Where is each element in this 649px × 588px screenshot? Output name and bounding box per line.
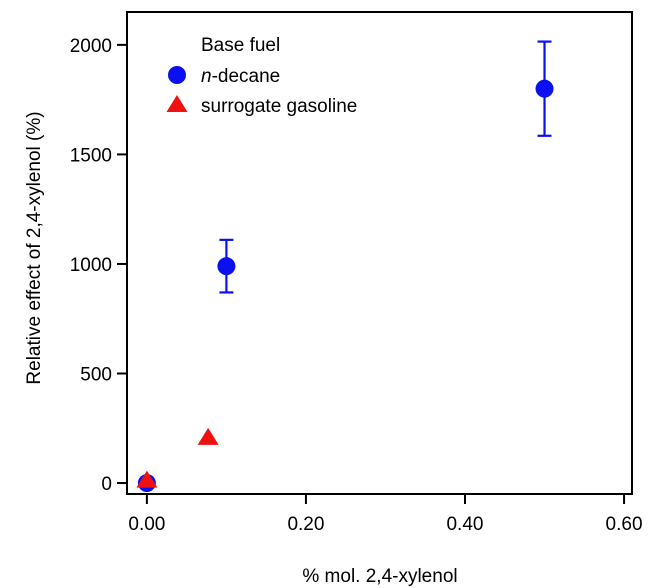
legend-marker-surrogate-gasoline xyxy=(166,95,188,112)
legend: Base fuel n-decane surrogate gasoline xyxy=(166,35,357,117)
x-axis-ticks: 0.00 0.20 0.40 0.60 xyxy=(128,494,643,535)
y-tick-label: 2000 xyxy=(70,36,112,57)
data-point xyxy=(217,257,236,276)
legend-label-n-decane-rest: -decane xyxy=(212,66,281,87)
data-point xyxy=(136,470,158,488)
y-tick-label: 500 xyxy=(80,365,112,386)
x-tick-label: 0.20 xyxy=(287,514,324,535)
x-tick-label: 0.00 xyxy=(128,514,165,535)
legend-title: Base fuel xyxy=(201,35,280,56)
data-point xyxy=(535,79,554,98)
y-axis-ticks: 0 500 1000 1500 2000 xyxy=(70,36,127,495)
legend-marker-n-decane xyxy=(168,66,186,84)
y-tick-label: 1000 xyxy=(70,255,112,276)
x-tick-label: 0.60 xyxy=(606,514,643,535)
legend-label-n-decane: n-decane xyxy=(201,66,280,87)
legend-label-n-decane-italic: n xyxy=(201,66,212,87)
legend-label-surrogate-gasoline: surrogate gasoline xyxy=(201,96,357,117)
x-axis-label: % mol. 2,4-xylenol xyxy=(302,566,457,587)
series-1 xyxy=(136,427,219,488)
y-tick-label: 1500 xyxy=(70,145,112,166)
plot-frame xyxy=(126,11,633,495)
x-tick-label: 0.40 xyxy=(446,514,483,535)
data-series xyxy=(136,40,554,493)
y-axis-label: Relative effect of 2,4-xylenol (%) xyxy=(24,111,45,384)
data-point xyxy=(197,427,219,445)
y-tick-label: 0 xyxy=(101,474,112,495)
